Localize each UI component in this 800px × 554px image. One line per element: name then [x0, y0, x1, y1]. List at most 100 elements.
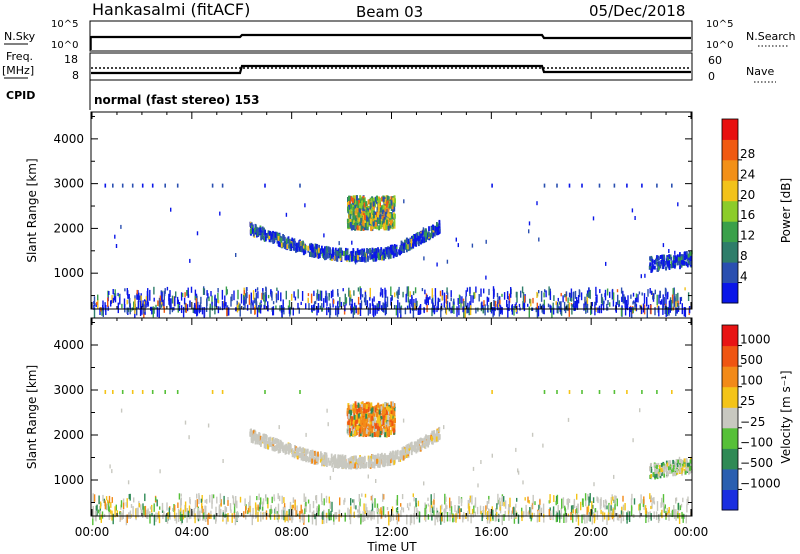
echo-cell — [104, 302, 106, 309]
echo-cell — [287, 305, 290, 310]
echo-cell — [500, 307, 502, 313]
echo-cell — [669, 463, 672, 468]
echo-cell — [354, 421, 357, 427]
echo-cell — [377, 409, 380, 415]
echo-cell — [371, 454, 374, 460]
echo-cell — [353, 256, 355, 262]
echo-cell — [400, 245, 403, 251]
echo-cell — [410, 441, 413, 447]
echo-cell — [332, 457, 335, 463]
echo-cell — [300, 504, 302, 514]
echo-cell — [501, 307, 503, 315]
velocity-echoes — [92, 390, 693, 526]
echo-cell — [207, 293, 209, 299]
echo-cell — [302, 240, 304, 246]
echo-cell — [263, 227, 265, 233]
echo-cell — [690, 255, 692, 260]
echo-cell — [662, 494, 665, 505]
echo-cell — [486, 501, 488, 510]
echo-cell — [553, 495, 555, 502]
echo-cell — [277, 439, 280, 444]
echo-cell — [396, 513, 398, 525]
echo-cell — [270, 504, 272, 509]
echo-cell — [278, 242, 281, 247]
echo-cell — [351, 298, 353, 304]
echo-cell — [383, 307, 385, 313]
echo-cell — [329, 305, 332, 316]
echo-cell — [412, 302, 415, 310]
echo-cell — [369, 510, 371, 517]
echo-cell — [373, 421, 376, 427]
echo-cell — [672, 459, 675, 464]
echo-cell — [555, 514, 558, 523]
echo-cell — [657, 266, 660, 271]
echo-cell — [665, 297, 667, 307]
echo-cell — [258, 440, 261, 446]
echo-cell — [158, 514, 161, 524]
echo-cell — [383, 494, 385, 500]
echo-cell — [345, 462, 348, 468]
echo-cell — [309, 456, 311, 462]
echo-cell — [419, 305, 421, 315]
echo-cell — [369, 419, 372, 425]
y-tick-label: 4000 — [53, 132, 84, 146]
echo-cell — [366, 221, 369, 227]
echo-cell — [172, 507, 174, 512]
echo-cell — [186, 290, 188, 296]
echo-cell — [498, 499, 500, 505]
echo-cell — [529, 298, 531, 304]
echo-cell — [107, 297, 109, 307]
echo-cell — [138, 292, 140, 303]
echo-cell — [358, 407, 360, 413]
echo-cell — [104, 390, 107, 394]
echo-cell — [385, 424, 388, 430]
echo-cell — [376, 431, 379, 437]
echo-cell — [360, 513, 362, 525]
echo-cell — [328, 460, 331, 466]
echo-cell — [352, 212, 355, 218]
echo-cell — [350, 196, 353, 202]
echo-cell — [396, 291, 398, 296]
echo-cell — [354, 199, 357, 205]
echo-cell — [578, 290, 581, 298]
echo-cell — [262, 498, 265, 505]
echo-cell — [377, 201, 380, 207]
echo-cell — [382, 403, 385, 409]
echo-cell — [300, 455, 303, 461]
echo-cell — [374, 498, 376, 508]
echo-cell — [180, 493, 182, 497]
echo-cell — [381, 196, 384, 202]
echo-cell — [399, 454, 402, 460]
echo-cell — [245, 296, 247, 304]
echo-cell — [181, 513, 183, 524]
echo-cell — [141, 390, 144, 394]
echo-cell — [530, 299, 532, 307]
echo-cell — [384, 432, 387, 438]
echo-cell — [343, 250, 345, 256]
echo-cell — [393, 244, 396, 249]
echo-cell — [371, 298, 374, 307]
echo-cell — [390, 458, 392, 464]
echo-cell — [394, 450, 397, 456]
echo-cell — [376, 303, 378, 308]
echo-cell — [611, 497, 613, 501]
echo-cell — [177, 502, 179, 509]
echo-cell — [616, 289, 619, 293]
echo-cell — [407, 443, 410, 449]
echo-cell — [128, 294, 130, 299]
echo-cell — [307, 245, 310, 251]
echo-cell — [283, 510, 285, 521]
echo-cell — [335, 250, 338, 256]
echo-cell — [686, 251, 688, 256]
echo-cell — [647, 304, 650, 310]
echo-cell — [401, 506, 403, 511]
echo-cell — [650, 462, 652, 467]
echo-cell — [523, 511, 525, 516]
echo-cell — [391, 221, 394, 227]
echo-cell — [235, 253, 237, 257]
cpid-label: CPID — [6, 89, 35, 102]
echo-cell — [375, 404, 378, 410]
echo-cell — [161, 502, 164, 511]
echo-cell — [372, 197, 375, 203]
echo-cell — [156, 307, 159, 317]
